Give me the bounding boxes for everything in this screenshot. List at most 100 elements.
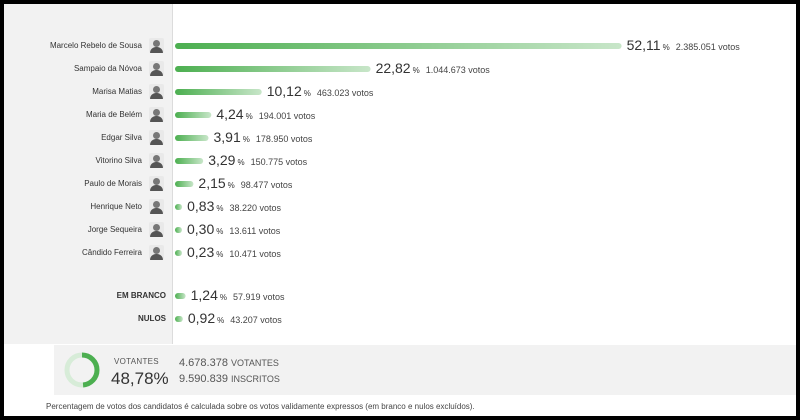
other-percentage-0: 1,24	[190, 287, 218, 303]
inscritos-number: 9.590.839	[179, 373, 228, 385]
turnout-summary: VOTANTES 48,78% 4.678.378 VOTANTES 9.590…	[54, 345, 796, 395]
bar-chart	[175, 43, 622, 322]
candidate-percent-symbol-6: %	[227, 181, 235, 190]
candidate-percent-symbol-4: %	[242, 135, 250, 144]
other-votes-1: 43.207 votos	[230, 315, 282, 325]
candidate-bar-7	[175, 204, 183, 210]
candidate-photo-icon	[149, 222, 164, 237]
candidate-percentage-2: 10,12	[266, 83, 302, 99]
candidate-percentage-7: 0,83	[187, 198, 215, 214]
inscritos-word: INSCRITOS	[231, 374, 280, 384]
candidate-votes-5: 150.775 votos	[250, 157, 308, 167]
candidate-votes-0: 2.385.051 votos	[675, 42, 740, 52]
candidate-value-8: 0,30% 13.611 votos	[187, 221, 280, 240]
candidate-votes-4: 178.950 votos	[255, 134, 313, 144]
other-label-0: EM BRANCO	[116, 291, 166, 300]
candidate-photo-icon	[149, 38, 164, 53]
results-panel: Marcelo Rebelo de Sousa 52,11% 2.385.051 v…	[4, 4, 796, 416]
candidate-votes-9: 10.471 votos	[229, 249, 281, 259]
candidate-label-4: Edgar Silva	[101, 133, 142, 142]
other-value-1: 0,92% 43.207 votos	[188, 310, 282, 329]
candidate-percent-symbol-3: %	[245, 112, 253, 121]
candidate-percentage-1: 22,82	[375, 60, 411, 76]
turnout-ring	[64, 352, 100, 388]
candidate-votes-6: 98.477 votos	[240, 180, 293, 190]
candidate-photo-icon	[149, 153, 164, 168]
other-percent-symbol-0: %	[219, 293, 227, 302]
candidate-bar-6	[175, 181, 194, 187]
candidate-label-9: Cândido Ferreira	[81, 248, 142, 257]
axis-line	[172, 4, 173, 344]
candidate-photo-icon	[149, 176, 164, 191]
candidate-bar-0	[175, 43, 622, 49]
candidate-value-6: 2,15% 98.477 votos	[198, 175, 292, 194]
other-percentage-1: 0,92	[187, 310, 216, 326]
candidate-bar-5	[175, 158, 204, 164]
other-percent-symbol-1: %	[217, 316, 225, 325]
candidate-value-2: 10,12% 463.023 votos	[267, 83, 374, 102]
candidate-votes-3: 194.001 votos	[258, 111, 316, 121]
candidate-bar-4	[175, 135, 209, 141]
candidate-percentage-4: 3,91	[213, 129, 241, 145]
votantes-word: VOTANTES	[231, 358, 279, 368]
candidate-value-0: 52,11% 2.385.051 votos	[627, 37, 740, 56]
candidate-percent-symbol-8: %	[216, 227, 224, 236]
candidate-label-7: Henrique Neto	[90, 202, 142, 211]
label-column	[4, 4, 172, 344]
candidate-photo-icon	[149, 199, 164, 214]
votantes-number: 4.678.378	[179, 357, 228, 369]
candidate-label-8: Jorge Sequeira	[87, 225, 142, 234]
turnout-value: 48,78	[111, 369, 154, 388]
turnout-ring-arc	[64, 352, 100, 388]
candidate-value-7: 0,83% 38.220 votos	[187, 198, 281, 217]
other-label-1: NULOS	[138, 314, 166, 323]
candidate-photo-icon	[149, 130, 164, 145]
other-bar-0	[175, 293, 186, 299]
candidate-percent-symbol-2: %	[303, 89, 311, 98]
candidate-bar-3	[175, 112, 212, 118]
votantes-count: 4.678.378 VOTANTES	[179, 357, 279, 369]
turnout-percent-symbol: %	[153, 369, 169, 388]
votantes-label: VOTANTES	[114, 357, 159, 366]
candidate-label-6: Paulo de Morais	[84, 179, 142, 188]
candidate-label-1: Sampaio da Nóvoa	[73, 64, 142, 73]
candidate-percent-symbol-1: %	[412, 66, 420, 75]
candidate-label-3: Maria de Belém	[85, 110, 142, 119]
candidate-percent-symbol-9: %	[216, 250, 224, 259]
candidate-votes-2: 463.023 votos	[316, 88, 374, 98]
candidate-percent-symbol-7: %	[216, 204, 224, 213]
inscritos-count: 9.590.839 INSCRITOS	[179, 373, 280, 385]
candidate-value-1: 22,82% 1.044.673 votos	[376, 60, 490, 79]
candidate-photo-icon	[149, 61, 164, 76]
candidate-label-5: Vitorino Silva	[95, 156, 142, 165]
candidate-value-4: 3,91% 178.950 votos	[214, 129, 313, 148]
candidate-votes-8: 13.611 votos	[229, 226, 281, 236]
candidate-bar-1	[175, 66, 371, 72]
candidate-votes-7: 38.220 votos	[229, 203, 282, 213]
candidate-photo-icon	[149, 84, 164, 99]
other-bar-1	[175, 316, 183, 322]
candidate-percentage-5: 3,29	[208, 152, 236, 168]
candidate-label-2: Marisa Matias	[92, 87, 142, 96]
candidate-bar-8	[175, 227, 182, 233]
candidate-value-9: 0,23% 10.471 votos	[187, 244, 281, 263]
candidate-percentage-6: 2,15	[198, 175, 226, 191]
other-votes-0: 57.919 votos	[233, 292, 285, 302]
candidate-percent-symbol-0: %	[662, 43, 670, 52]
candidate-photo-icon	[149, 107, 164, 122]
candidate-value-3: 4,24% 194.001 votos	[216, 106, 315, 125]
candidate-bar-9	[175, 250, 182, 256]
candidate-photo-icon	[149, 245, 164, 260]
other-value-0: 1,24% 57.919 votos	[191, 287, 285, 306]
candidate-percentage-0: 52,11	[626, 37, 661, 53]
candidate-percent-symbol-5: %	[237, 158, 245, 167]
candidate-bar-2	[175, 89, 262, 95]
turnout-percentage: 48,78%	[111, 369, 169, 389]
candidate-percentage-3: 4,24	[216, 106, 244, 122]
candidate-label-0: Marcelo Rebelo de Sousa	[49, 41, 142, 50]
candidate-votes-1: 1.044.673 votos	[425, 65, 490, 75]
candidate-percentage-9: 0,23	[187, 244, 215, 260]
candidate-value-5: 3,29% 150.775 votos	[208, 152, 307, 171]
footnote: Percentagem de votos dos candidatos é ca…	[46, 402, 475, 411]
candidate-percentage-8: 0,30	[187, 221, 215, 237]
